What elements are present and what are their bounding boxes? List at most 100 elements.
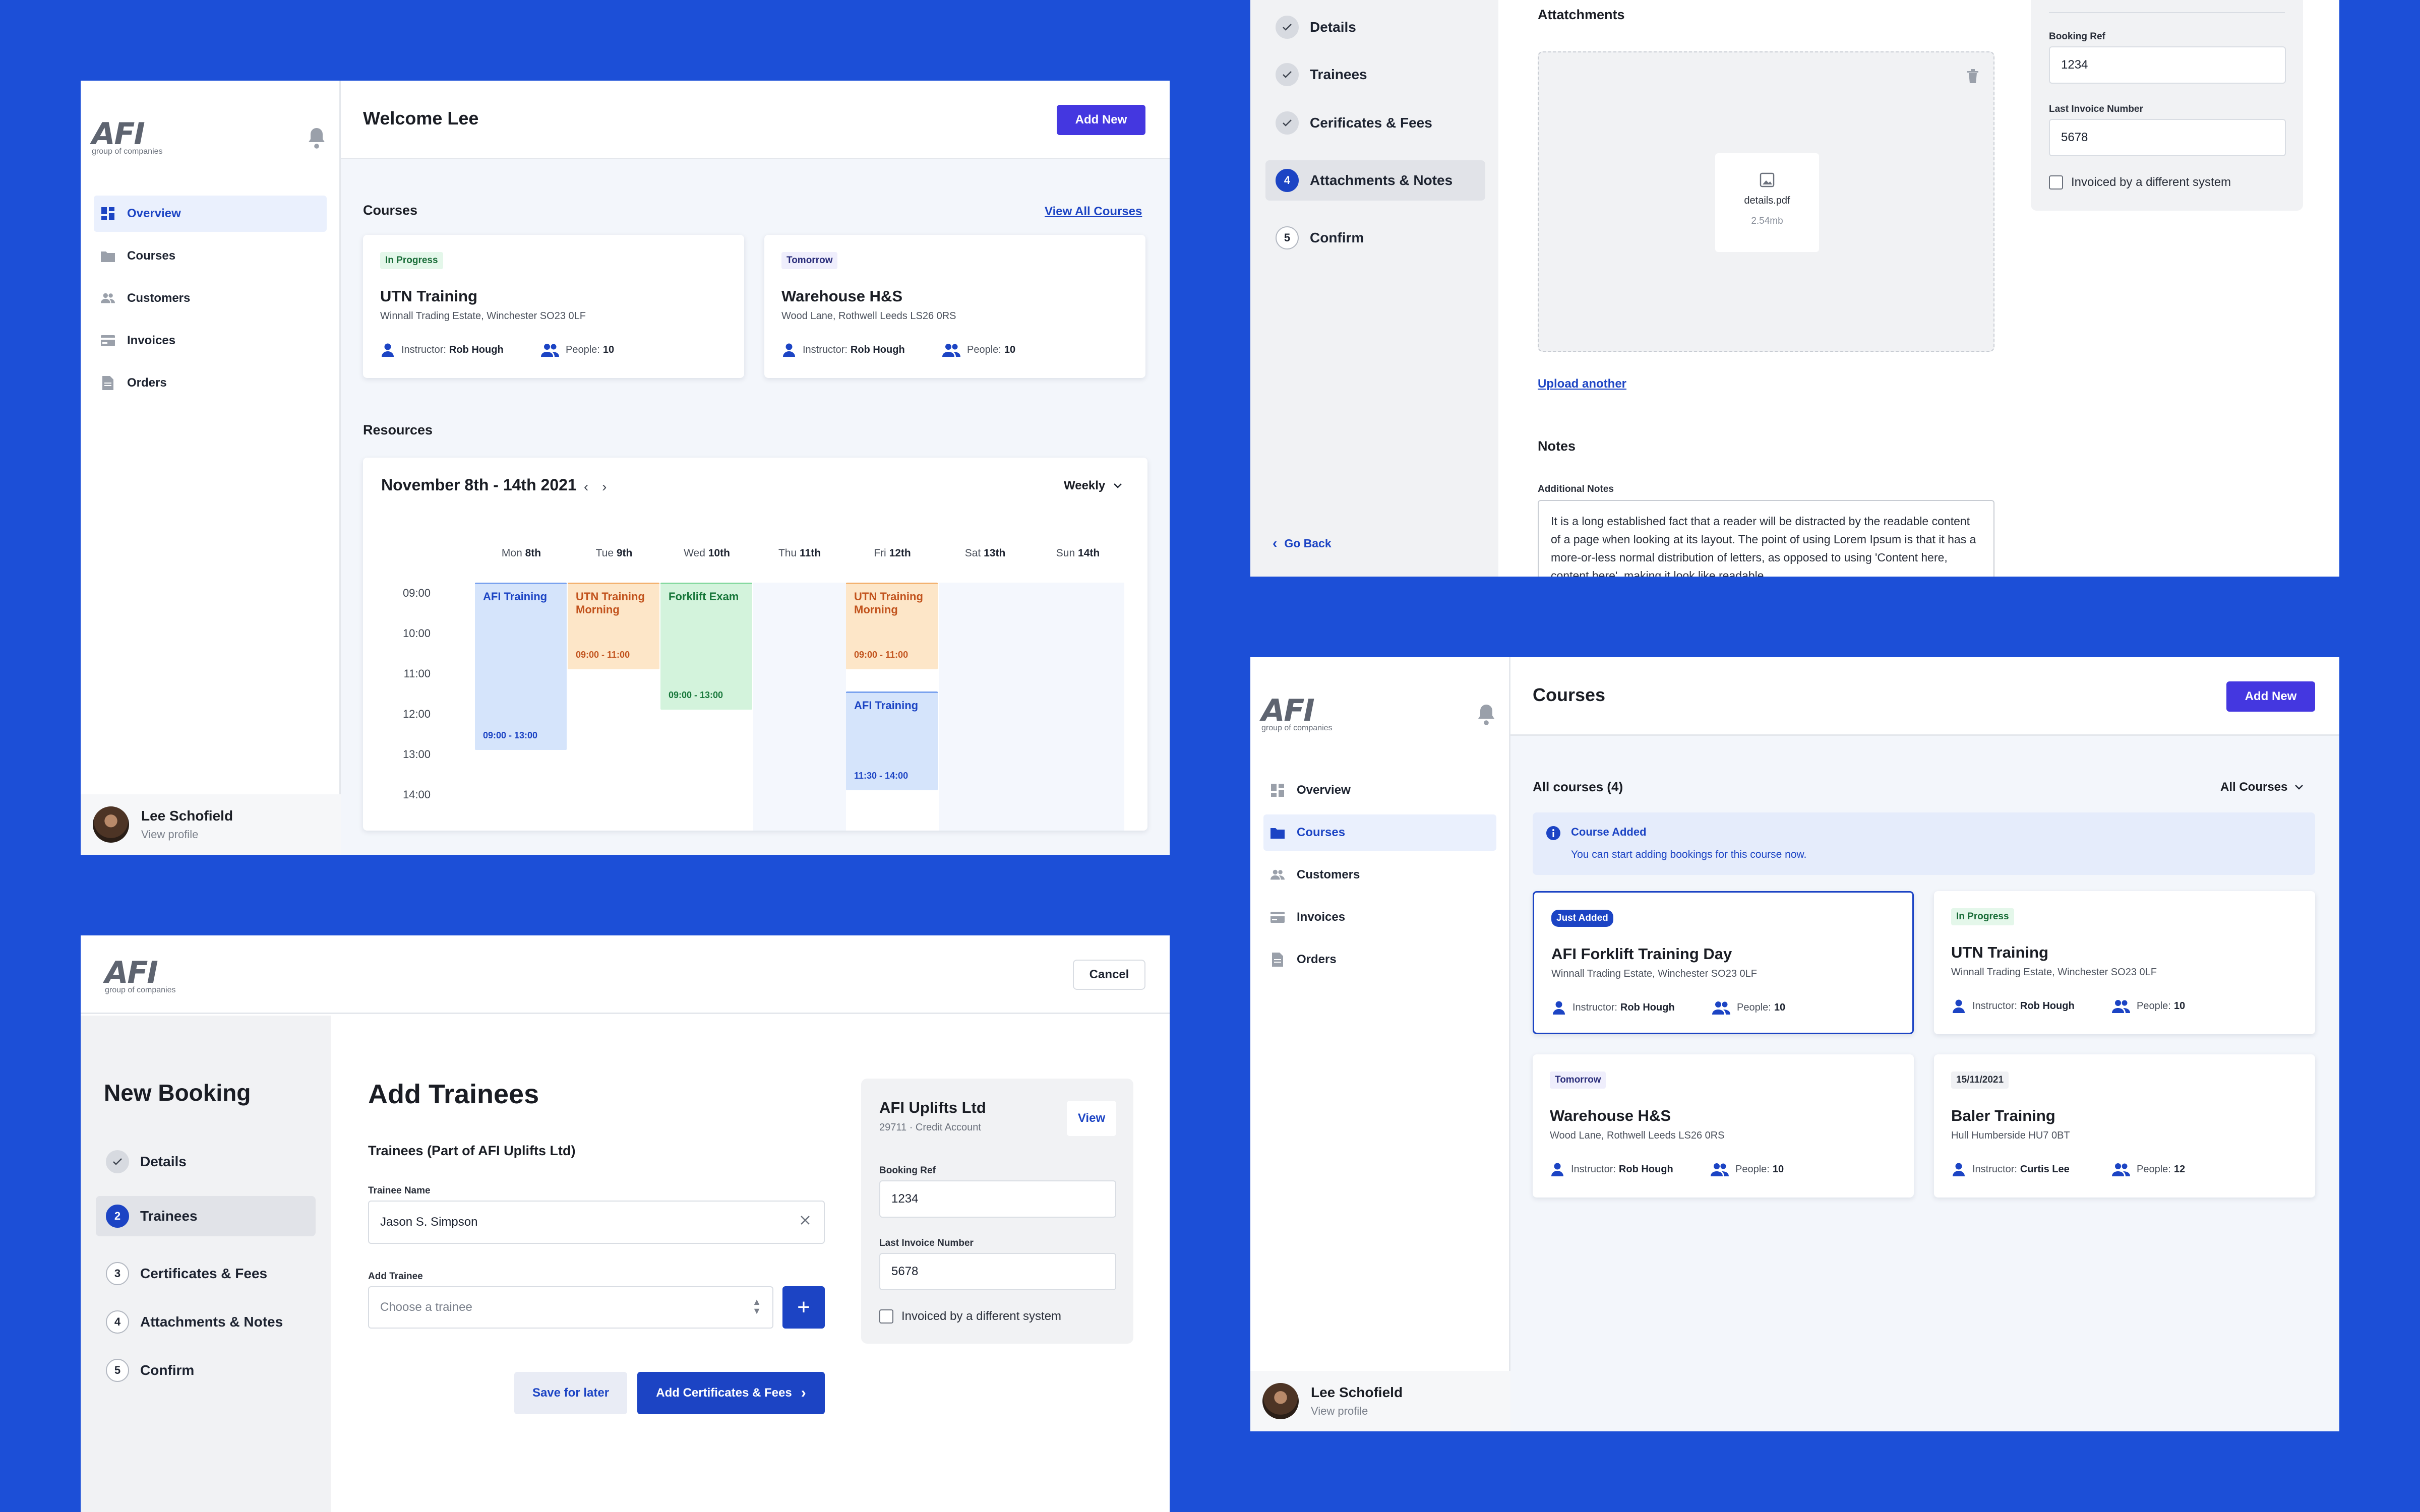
hour-label: 14:00: [402, 788, 431, 801]
attachments-screen: Details Trainees Cerificates & Fees 4 At…: [1250, 0, 2339, 577]
trainee-name-field[interactable]: Jason S. Simpson: [368, 1201, 825, 1244]
course-card[interactable]: Tomorrow Warehouse H&S Wood Lane, Rothwe…: [1533, 1054, 1914, 1198]
nav-item-customers[interactable]: Customers: [94, 280, 327, 317]
status-badge: In Progress: [380, 252, 443, 269]
course-title: Baler Training: [1951, 1107, 2055, 1124]
plus-icon: +: [797, 1295, 810, 1319]
booking-ref-input[interactable]: 1234: [2049, 46, 2286, 84]
booking-panel: Booking Ref 1234 Last Invoice Number 567…: [2031, 0, 2303, 211]
user-profile[interactable]: Lee Schofield View profile: [1250, 1371, 1510, 1431]
last-invoice-input[interactable]: 5678: [2049, 119, 2286, 156]
avatar: [93, 806, 129, 843]
file-name: details.pdf: [1744, 195, 1790, 206]
course-card[interactable]: 15/11/2021 Baler Training Hull Humbersid…: [1934, 1054, 2315, 1198]
add-certificates-button[interactable]: Add Certificates & Fees ›: [637, 1372, 825, 1414]
logo[interactable]: AFI group of companies: [1261, 693, 1333, 732]
step-confirm[interactable]: 5 Confirm: [96, 1350, 316, 1391]
step-certificates[interactable]: Cerificates & Fees: [1265, 103, 1485, 143]
file-tile[interactable]: details.pdf 2.54mb: [1715, 153, 1819, 252]
logo[interactable]: AFI group of companies: [105, 955, 176, 994]
user-profile[interactable]: Lee Schofield View profile: [81, 794, 341, 855]
booking-ref-input[interactable]: 1234: [879, 1180, 1116, 1218]
view-profile-link[interactable]: View profile: [1311, 1405, 1368, 1417]
people-info: People: 10: [1710, 1162, 1784, 1176]
go-back-link[interactable]: ‹ Go Back: [1273, 535, 1332, 551]
calendar-range: November 8th - 14th 2021: [381, 476, 577, 494]
course-card[interactable]: In Progress UTN Training Winnall Trading…: [363, 235, 744, 378]
calendar-event[interactable]: AFI Training 09:00 - 13:00: [475, 583, 567, 750]
save-for-later-button[interactable]: Save for later: [514, 1372, 627, 1414]
checkbox[interactable]: [879, 1309, 893, 1324]
bell-icon[interactable]: [307, 127, 327, 149]
nav-item-courses[interactable]: Courses: [94, 238, 327, 274]
logo[interactable]: AFI group of companies: [92, 116, 163, 156]
step-trainees[interactable]: Trainees: [1265, 54, 1485, 95]
calendar-event[interactable]: UTN Training Morning 09:00 - 11:00: [846, 583, 938, 669]
courses-section-title: Courses: [363, 203, 418, 218]
nav-item-invoices[interactable]: Invoices: [1263, 899, 1496, 935]
cancel-button[interactable]: Cancel: [1073, 960, 1145, 990]
check-icon: [1276, 63, 1299, 86]
course-card[interactable]: Just Added AFI Forklift Training Day Win…: [1533, 891, 1914, 1034]
trash-icon[interactable]: [1966, 69, 1979, 86]
calendar-event[interactable]: Forklift Exam 09:00 - 13:00: [660, 583, 752, 710]
add-new-button[interactable]: Add New: [1057, 105, 1145, 135]
step-attachments[interactable]: 4 Attachments & Notes: [1265, 160, 1485, 201]
bell-icon[interactable]: [1476, 704, 1496, 726]
calendar-event[interactable]: AFI Training 11:30 - 14:00: [846, 691, 938, 790]
person-icon: [1953, 999, 1965, 1013]
nav-item-orders[interactable]: Orders: [94, 365, 327, 401]
people-icon: [942, 344, 960, 357]
nav-item-customers[interactable]: Customers: [1263, 857, 1496, 893]
trainee-select[interactable]: Choose a trainee ▲ ▼: [368, 1286, 773, 1329]
step-number: 4: [1276, 169, 1299, 192]
invoiced-checkbox[interactable]: Invoiced by a different system: [2049, 175, 2231, 190]
view-selector[interactable]: Weekly: [1064, 479, 1122, 493]
day-header: Mon 8th: [501, 547, 541, 559]
nav-item-overview[interactable]: Overview: [94, 196, 327, 232]
info-icon: [1546, 826, 1561, 843]
sat-column: [939, 583, 1032, 831]
step-details[interactable]: Details: [1265, 7, 1485, 47]
nav-item-invoices[interactable]: Invoices: [94, 323, 327, 359]
nav-item-orders[interactable]: Orders: [1263, 941, 1496, 978]
step-number: 2: [106, 1205, 129, 1228]
people-info: People: 10: [942, 343, 1015, 357]
step-attachments[interactable]: 4 Attachments & Notes: [96, 1302, 316, 1342]
courses-screen: AFI group of companies Overview Courses …: [1250, 657, 2339, 1431]
notes-textarea[interactable]: It is a long established fact that a rea…: [1538, 500, 1994, 577]
nav-label: Overview: [127, 207, 181, 220]
step-trainees[interactable]: 2 Trainees: [96, 1196, 316, 1236]
last-invoice-input[interactable]: 5678: [879, 1253, 1116, 1290]
nav-item-overview[interactable]: Overview: [1263, 772, 1496, 808]
chevron-down-icon: [1114, 483, 1122, 488]
calendar-event[interactable]: UTN Training Morning 09:00 - 11:00: [568, 583, 659, 669]
view-profile-link[interactable]: View profile: [141, 828, 199, 841]
close-icon[interactable]: [800, 1215, 811, 1229]
card-icon: [1270, 910, 1285, 924]
step-confirm[interactable]: 5 Confirm: [1265, 218, 1485, 258]
add-trainee-button[interactable]: +: [782, 1286, 825, 1329]
last-invoice-label: Last Invoice Number: [879, 1238, 974, 1248]
step-certificates[interactable]: 3 Certificates & Fees: [96, 1253, 316, 1294]
next-week-icon[interactable]: ›: [602, 479, 607, 494]
course-filter[interactable]: All Courses: [2220, 780, 2304, 794]
view-company-button[interactable]: View: [1067, 1101, 1116, 1136]
step-details[interactable]: Details: [96, 1142, 316, 1182]
attachment-dropzone[interactable]: details.pdf 2.54mb: [1538, 51, 1994, 352]
invoiced-checkbox[interactable]: Invoiced by a different system: [879, 1309, 1061, 1324]
course-card[interactable]: In Progress UTN Training Winnall Trading…: [1934, 891, 2315, 1034]
prev-week-icon[interactable]: ‹: [584, 479, 589, 494]
day-header: Sat 13th: [964, 547, 1006, 559]
people-icon: [2112, 1163, 2130, 1176]
course-count: All courses (4): [1533, 779, 1623, 794]
nav-item-courses[interactable]: Courses: [1263, 814, 1496, 851]
checkbox[interactable]: [2049, 175, 2063, 190]
instructor-info: Instructor: Rob Hough: [1550, 1162, 1673, 1176]
last-invoice-label: Last Invoice Number: [2049, 104, 2143, 114]
view-all-courses-link[interactable]: View All Courses: [1045, 205, 1142, 218]
course-card[interactable]: Tomorrow Warehouse H&S Wood Lane, Rothwe…: [764, 235, 1145, 378]
add-new-button[interactable]: Add New: [2226, 681, 2315, 712]
upload-another-link[interactable]: Upload another: [1538, 377, 1627, 391]
step-number: 4: [106, 1310, 129, 1334]
